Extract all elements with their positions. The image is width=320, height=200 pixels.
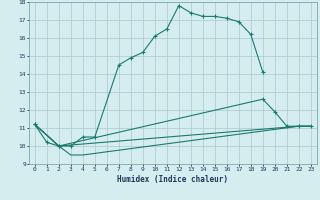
X-axis label: Humidex (Indice chaleur): Humidex (Indice chaleur) — [117, 175, 228, 184]
